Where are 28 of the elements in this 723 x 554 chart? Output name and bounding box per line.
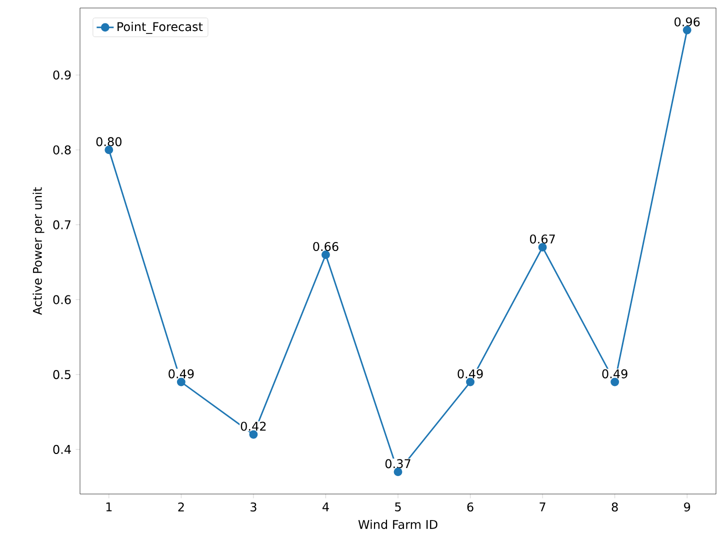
- y-tick-label: 0.6: [53, 295, 71, 304]
- data-label: 0.37: [385, 459, 410, 468]
- x-tick-label: 8: [612, 502, 618, 512]
- data-label: 0.42: [240, 422, 266, 431]
- data-label: 0.66: [313, 242, 338, 252]
- point: [321, 250, 330, 259]
- y-tick-label: 0.4: [53, 444, 71, 454]
- y-axis-title: Active Power per unit: [32, 187, 44, 315]
- x-tick-label: 6: [467, 502, 474, 512]
- data-label: 0.96: [674, 17, 700, 26]
- x-tick-label: 1: [106, 502, 112, 512]
- x-tick-label: 7: [540, 502, 546, 512]
- x-tick-label: 3: [250, 502, 256, 512]
- data-label: 0.49: [458, 369, 483, 378]
- data-label: 0.49: [168, 369, 194, 378]
- y-tick-label: 0.7: [53, 220, 71, 230]
- data-label: 0.80: [96, 137, 122, 146]
- data-label: 0.49: [602, 369, 628, 378]
- y-tick-label: 0.9: [53, 70, 71, 80]
- y-tick-label: 0.8: [53, 145, 71, 154]
- y-tick-label: 0.5: [53, 370, 71, 380]
- x-tick-label: 5: [395, 502, 401, 512]
- data-label: 0.67: [530, 234, 555, 244]
- x-tick-label: 9: [684, 502, 690, 512]
- x-axis-title: Wind Farm ID: [358, 520, 438, 530]
- legend-label: Point_Forecast: [118, 22, 203, 34]
- x-tick-label: 4: [322, 502, 329, 512]
- x-tick-label: 2: [178, 502, 184, 512]
